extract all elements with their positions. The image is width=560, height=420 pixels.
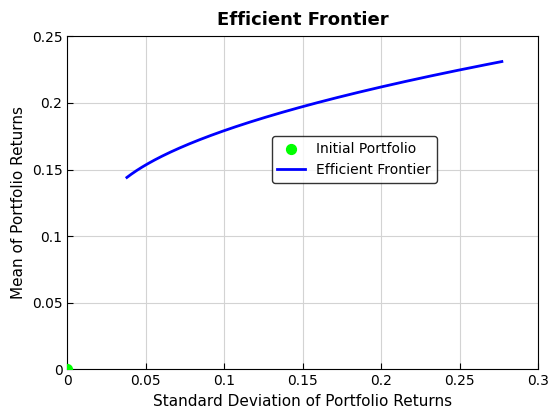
Legend: Initial Portfolio, Efficient Frontier: Initial Portfolio, Efficient Frontier [272,136,437,183]
Efficient Frontier [347,92,353,97]
Efficient Frontier [431,73,437,78]
Efficient Frontier [124,175,130,180]
Efficient Frontier [489,61,496,66]
Title: Efficient Frontier: Efficient Frontier [217,11,389,29]
X-axis label: Standard Deviation of Portfolio Returns: Standard Deviation of Portfolio Returns [153,394,452,409]
Efficient Frontier [302,103,309,108]
Line: Efficient Frontier: Efficient Frontier [127,62,502,177]
Efficient Frontier [498,59,505,64]
Efficient Frontier [304,103,311,108]
Efficient Frontier [326,97,333,102]
Y-axis label: Mean of Portfolio Returns: Mean of Portfolio Returns [11,106,26,299]
Initial Portfolio [63,366,72,373]
